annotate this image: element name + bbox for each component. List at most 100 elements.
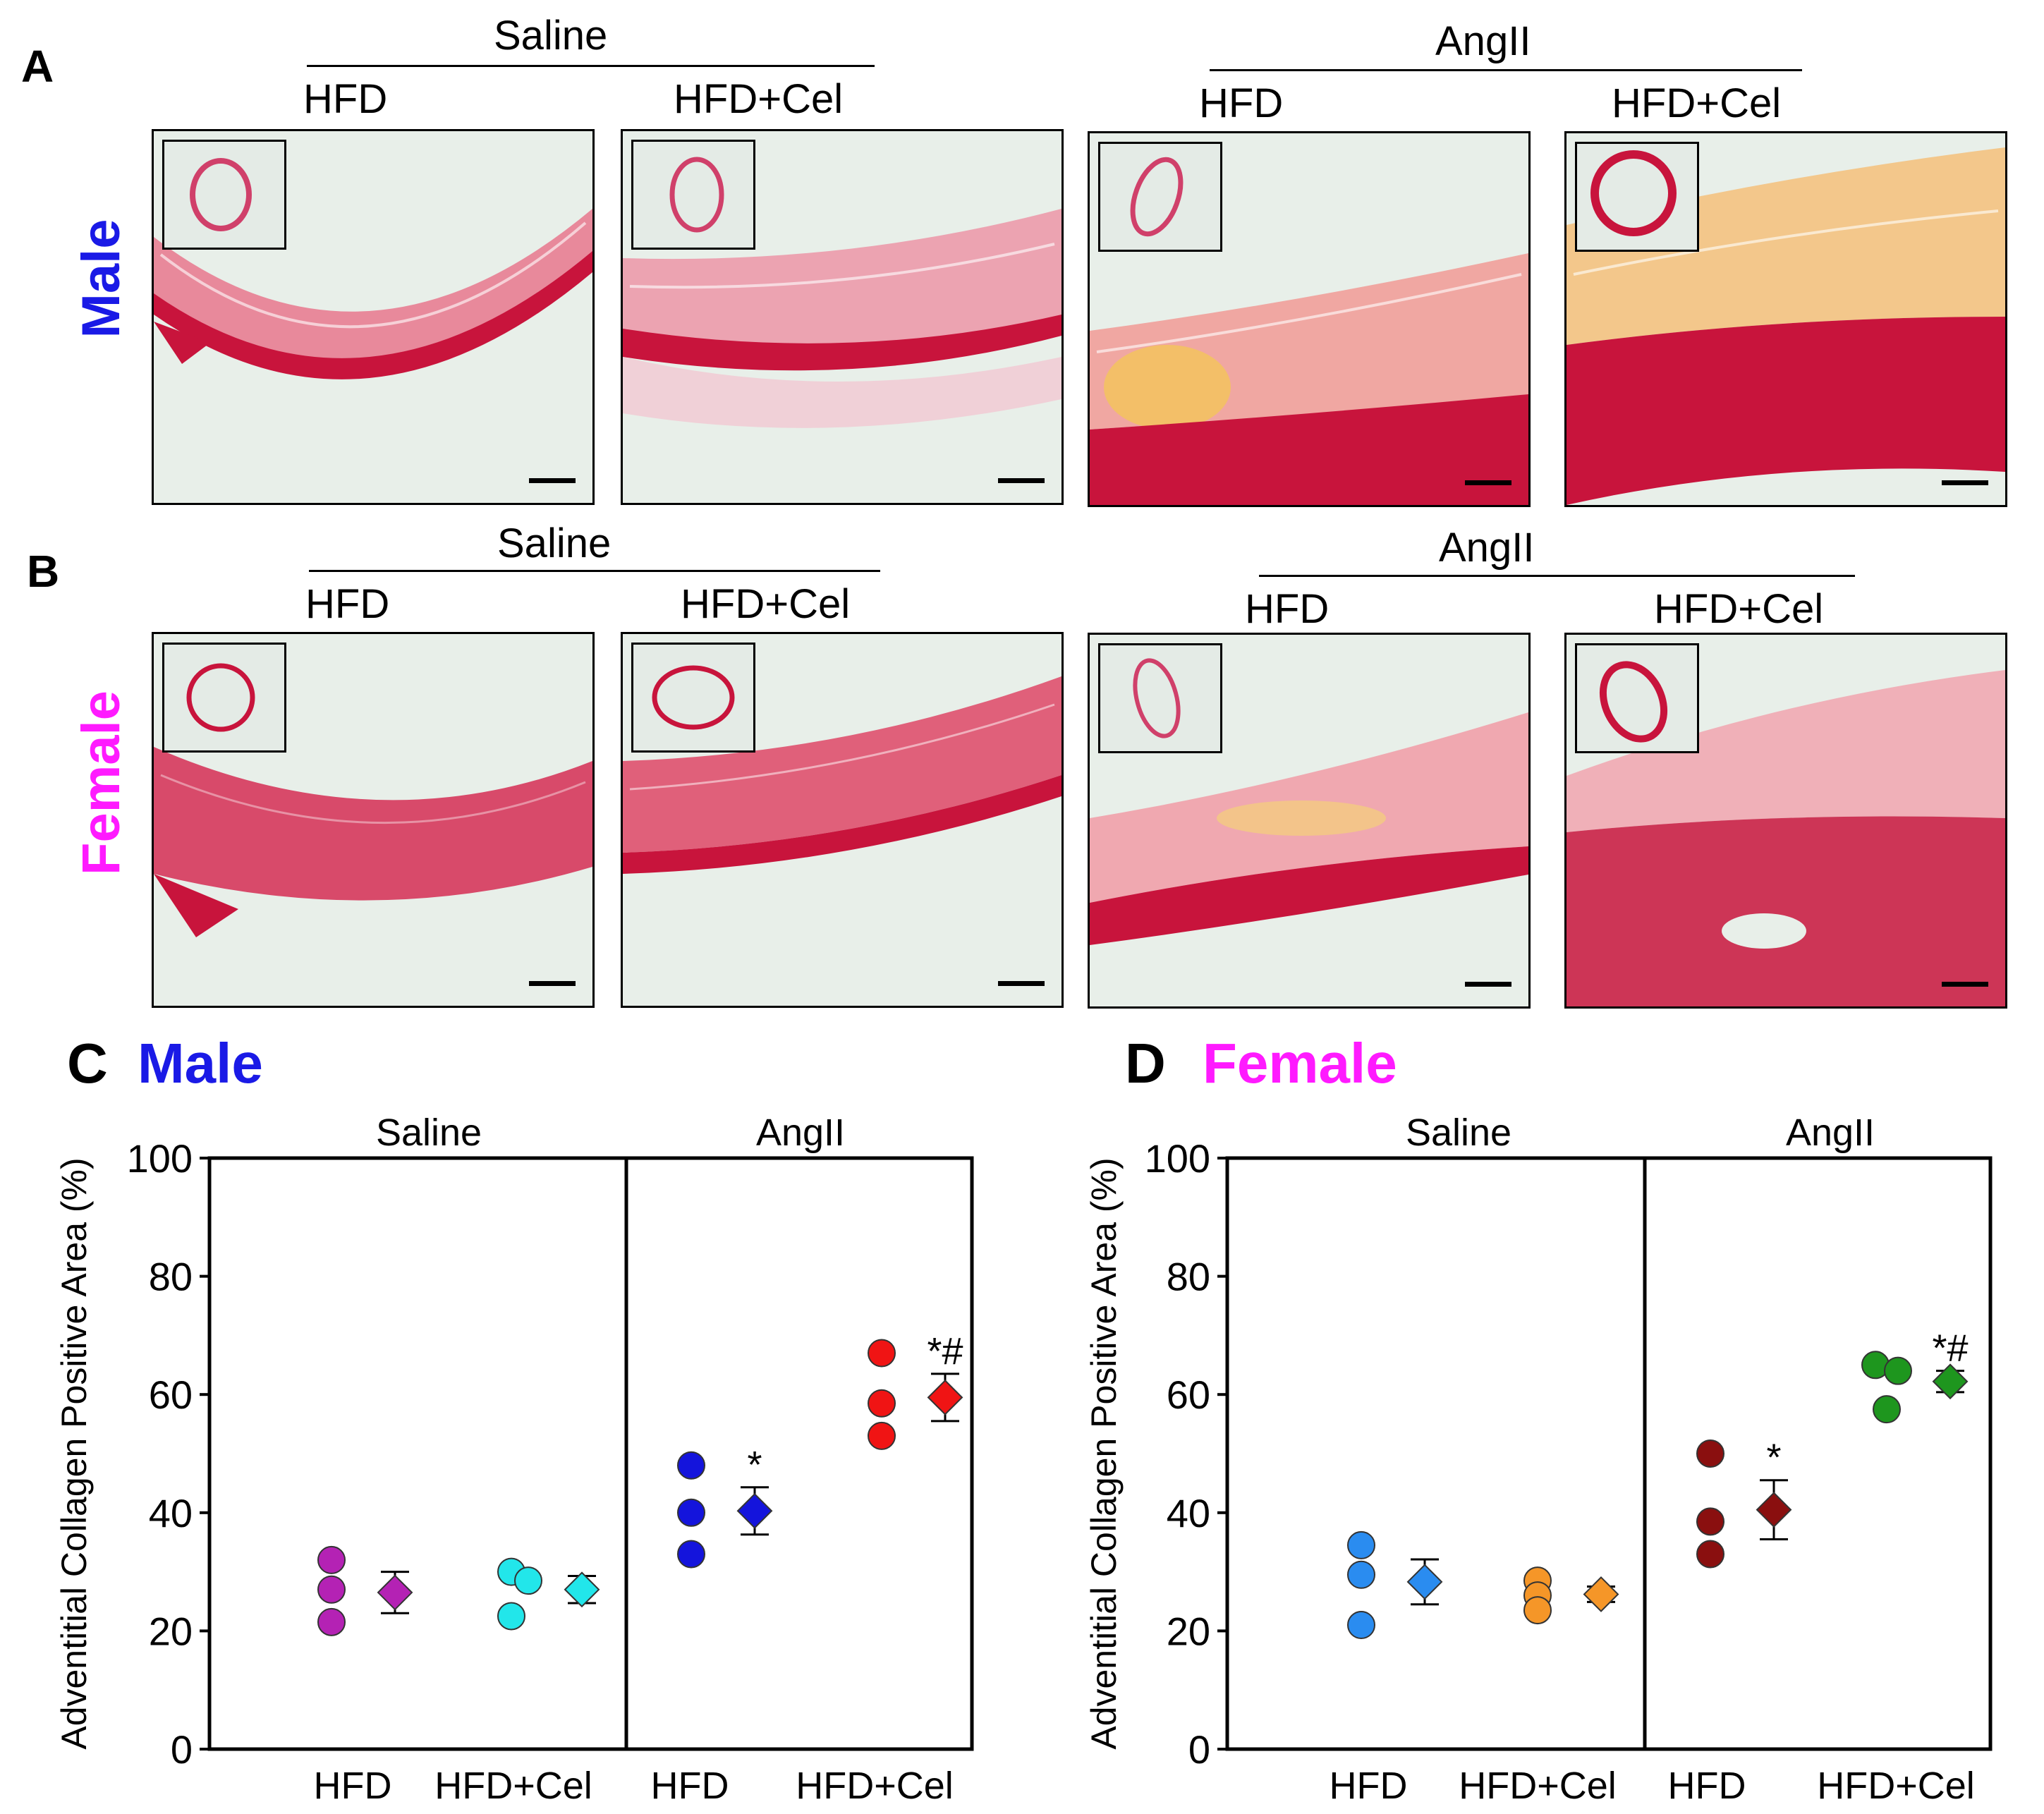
y-tick-label: 20 — [149, 1609, 193, 1653]
mean-marker — [927, 1379, 963, 1416]
scale-bar — [1465, 480, 1511, 485]
tissue-image — [154, 209, 592, 379]
tile-label: HFD+Cel — [1654, 586, 1824, 632]
overview-inset — [1575, 142, 1699, 252]
tissue-image — [1567, 670, 2005, 1006]
y-tick-label: 40 — [149, 1491, 193, 1535]
chart-c-title: Male — [138, 1032, 263, 1095]
group-line-saline — [309, 570, 880, 572]
chart-c: 0 20 40 60 80 100 Adventitial Collagen Positiv… — [54, 1112, 974, 1806]
x-category-label: HFD+Cel — [796, 1765, 954, 1806]
scale-bar — [998, 981, 1045, 986]
tissue-image — [1090, 253, 1528, 505]
tile-label: HFD+Cel — [1612, 80, 1782, 126]
x-category-label: HFD — [1330, 1765, 1408, 1806]
significance-annotation: * — [1766, 1437, 1781, 1479]
y-tick-label: 80 — [1167, 1255, 1210, 1299]
section-label: AngII — [1786, 1112, 1875, 1154]
data-point — [317, 1607, 346, 1636]
data-point — [1873, 1395, 1901, 1424]
significance-annotation: * — [747, 1444, 762, 1486]
x-category-label: HFD — [314, 1765, 392, 1806]
data-point — [497, 1602, 525, 1631]
sex-label-male: Male — [71, 219, 131, 339]
overview-inset — [162, 643, 286, 753]
group-line-saline — [307, 65, 875, 67]
significance-annotation: *# — [927, 1330, 963, 1372]
group-label-saline: Saline — [497, 521, 612, 566]
y-tick-label: 60 — [149, 1372, 193, 1417]
overview-inset — [162, 140, 286, 250]
group-label-saline: Saline — [494, 13, 608, 59]
micrograph-female-saline-hfd — [152, 632, 595, 1008]
mean-marker — [736, 1492, 773, 1529]
scale-bar — [1465, 982, 1511, 987]
x-category-label: HFD+Cel — [434, 1765, 592, 1806]
mean-marker — [377, 1574, 413, 1611]
tissue-image — [623, 676, 1061, 874]
panel-letter-b: B — [27, 546, 60, 597]
chart-d-title: Female — [1203, 1032, 1397, 1095]
plot-frame — [207, 1156, 974, 1751]
scale-bar — [998, 478, 1045, 483]
data-point — [1523, 1596, 1552, 1625]
tissue-image — [1567, 147, 2005, 505]
data-point — [514, 1566, 542, 1595]
overview-inset — [1575, 643, 1699, 753]
group-line-angii — [1210, 69, 1802, 71]
group-line-angii — [1259, 575, 1855, 577]
data-point — [1696, 1540, 1724, 1569]
tile-label: HFD — [303, 76, 388, 122]
y-tick-label: 0 — [171, 1727, 193, 1772]
data-point — [677, 1540, 705, 1569]
data-point — [1347, 1560, 1375, 1589]
mean-marker — [1406, 1564, 1443, 1600]
tile-label: HFD — [1199, 80, 1284, 126]
section-label: Saline — [1406, 1112, 1511, 1154]
data-point — [317, 1575, 346, 1604]
scale-bar — [1942, 982, 1988, 987]
micrograph-female-angii-hfd — [1088, 633, 1531, 1009]
data-point — [317, 1545, 346, 1574]
micrograph-male-saline-hfdcel — [621, 129, 1064, 505]
mean-marker — [564, 1571, 600, 1608]
micrograph-male-angii-hfdcel — [1564, 131, 2007, 507]
tile-label: HFD+Cel — [674, 76, 844, 122]
y-tick-label: 80 — [149, 1255, 193, 1299]
tile-label: HFD — [305, 581, 390, 627]
micrograph-female-saline-hfdcel — [621, 632, 1064, 1008]
y-axis-label: Adventitial Collagen Positive Area (%) — [54, 1157, 94, 1749]
group-label-angii: AngII — [1435, 18, 1531, 64]
overview-inset — [1098, 643, 1222, 753]
data-point — [868, 1339, 896, 1368]
micrograph-female-angii-hfdcel — [1564, 633, 2007, 1009]
chart-d-letter: D — [1125, 1032, 1166, 1095]
group-label-angii: AngII — [1439, 525, 1535, 571]
tissue-image — [623, 209, 1061, 428]
sex-label-female: Female — [71, 690, 131, 875]
tile-label: HFD — [1245, 586, 1330, 632]
data-point — [1696, 1507, 1724, 1536]
data-point — [677, 1451, 705, 1480]
overview-inset — [1098, 142, 1222, 252]
y-tick-label: 0 — [1188, 1727, 1210, 1772]
section-label: AngII — [756, 1112, 845, 1154]
tissue-image — [1090, 712, 1528, 945]
data-point — [1347, 1530, 1375, 1559]
y-axis-label: Adventitial Collagen Positive Area (%) — [1084, 1157, 1124, 1749]
chart-c-letter: C — [67, 1032, 108, 1095]
x-category-label: HFD+Cel — [1817, 1765, 1975, 1806]
data-point — [677, 1498, 705, 1527]
scale-bar — [1942, 480, 1988, 485]
y-tick-label: 100 — [127, 1136, 193, 1181]
x-category-label: HFD — [651, 1765, 729, 1806]
mean-marker — [1756, 1492, 1792, 1528]
y-tick-label: 60 — [1167, 1372, 1210, 1417]
x-category-label: HFD — [1668, 1765, 1746, 1806]
significance-annotation: *# — [1932, 1327, 1968, 1370]
plot-frame — [1225, 1156, 1993, 1751]
data-point — [868, 1421, 896, 1450]
chart-d: 0 20 40 60 80 100 Adventitial Collagen Positiv… — [1084, 1112, 1993, 1806]
data-point — [1347, 1611, 1375, 1640]
data-point — [868, 1389, 896, 1418]
